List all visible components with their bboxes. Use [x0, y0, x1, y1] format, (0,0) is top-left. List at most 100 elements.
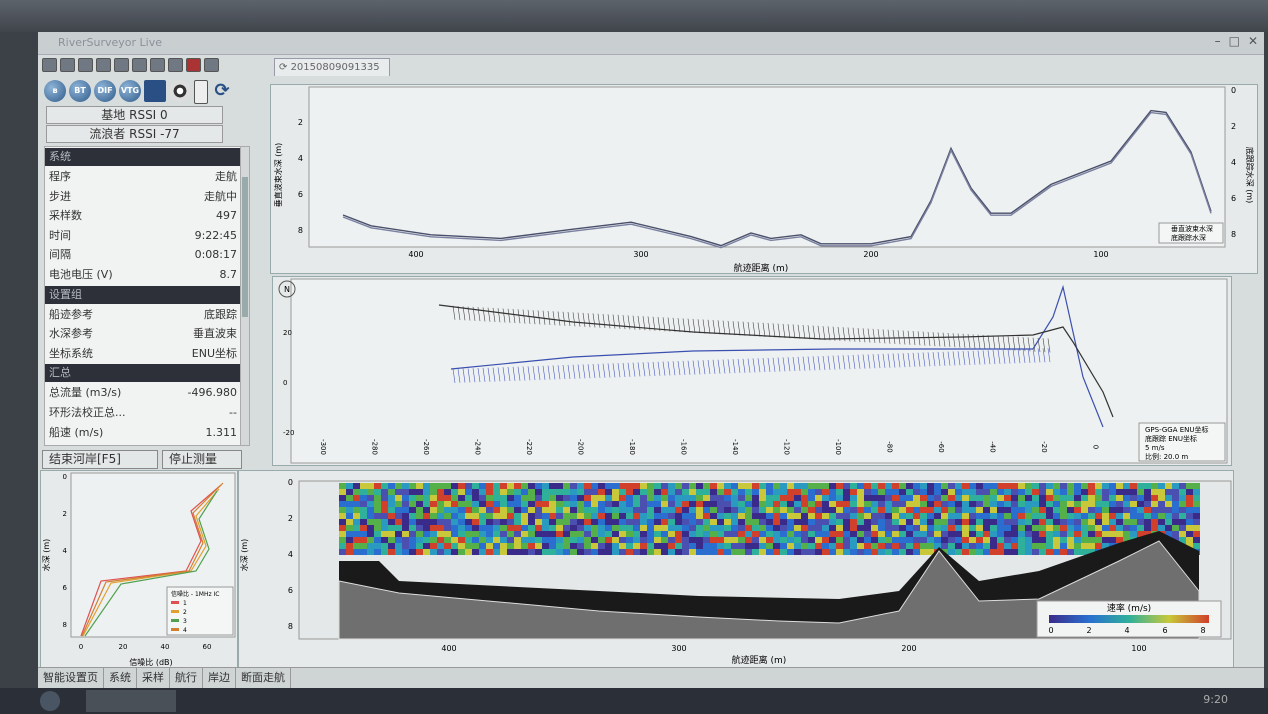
velocity-cell [444, 543, 451, 549]
velocity-vector [812, 325, 816, 340]
dif-icon[interactable]: DIF [94, 80, 116, 102]
start-button-icon[interactable] [40, 691, 60, 711]
velocity-cell [500, 507, 507, 513]
velocity-cell [703, 549, 710, 555]
velocity-vector [992, 349, 996, 365]
edit-icon[interactable] [168, 58, 183, 72]
velocity-chart[interactable]: 400 300 200 100 0 2 4 6 8 航迹距离 (m) 水深 (m) 速率 (m/… [238, 470, 1234, 672]
end-shore-button[interactable]: 结束河岸[F5] [42, 450, 158, 469]
row-label: 总流量 (m3/s) [49, 386, 122, 400]
tools-icon[interactable] [78, 58, 93, 72]
velocity-cell [710, 501, 717, 507]
velocity-cell [556, 501, 563, 507]
velocity-cell [969, 525, 976, 531]
status-tab[interactable]: 智能设置页 [38, 668, 104, 688]
velocity-cell [997, 495, 1004, 501]
velocity-cell [941, 543, 948, 549]
velocity-cell [906, 531, 913, 537]
velocity-cell [486, 489, 493, 495]
help-icon[interactable] [204, 58, 219, 72]
bluetooth-icon[interactable]: ʙ [44, 80, 66, 102]
velocity-cell [1025, 531, 1032, 537]
velocity-cell [927, 549, 934, 555]
blue-square-icon[interactable] [144, 80, 166, 102]
refresh-icon[interactable]: ⟳ [214, 80, 230, 101]
velocity-cell [458, 513, 465, 519]
velocity-cell [668, 513, 675, 519]
velocity-cell [654, 489, 661, 495]
velocity-cell [1025, 501, 1032, 507]
panel-scrollbar[interactable] [240, 146, 250, 446]
save-icon[interactable] [60, 58, 75, 72]
close-icon[interactable]: ✕ [1247, 34, 1258, 48]
velocity-cell [892, 519, 899, 525]
velocity-vector [912, 352, 916, 367]
velocity-cell [829, 549, 836, 555]
velocity-cell [1130, 489, 1137, 495]
velocity-cell [591, 483, 598, 489]
minimize-icon[interactable]: – [1214, 34, 1221, 48]
section-system[interactable]: 系统 [45, 148, 241, 166]
taskbar-app-icon[interactable] [86, 690, 176, 712]
stop-measure-button[interactable]: 停止测量[F8 [162, 450, 242, 483]
velocity-cell [395, 489, 402, 495]
color-icon[interactable] [186, 58, 201, 72]
velocity-cell [640, 549, 647, 555]
status-tab[interactable]: 岸边 [203, 668, 236, 688]
velocity-cell [479, 543, 486, 549]
velocity-cell [465, 489, 472, 495]
status-tab[interactable]: 断面走航 [236, 668, 291, 688]
velocity-vector [597, 363, 601, 378]
velocity-cell [717, 549, 724, 555]
velocity-cell [1193, 507, 1200, 513]
velocity-cell [633, 549, 640, 555]
velocity-cell [969, 549, 976, 555]
velocity-cell [458, 501, 465, 507]
compass-icon[interactable] [150, 58, 165, 72]
tab-session[interactable]: ⟳ 20150809091335 [274, 58, 390, 76]
bt-icon[interactable]: BT [69, 80, 91, 102]
scroll-thumb[interactable] [242, 177, 248, 317]
status-tab[interactable]: 采样 [137, 668, 170, 688]
velocity-cell [1151, 495, 1158, 501]
velocity-cell [521, 531, 528, 537]
reel-icon[interactable] [169, 80, 191, 102]
section-settings[interactable]: 设置组 [45, 285, 241, 304]
velocity-xtick: 300 [671, 644, 686, 653]
status-tab[interactable]: 系统 [104, 668, 137, 688]
velocity-cell [745, 549, 752, 555]
velocity-cell [857, 513, 864, 519]
velocity-vector [482, 367, 486, 382]
maximize-icon[interactable]: □ [1228, 34, 1240, 48]
track-chart[interactable]: N -300 -280 -260 -240 -220 -200 -180 -160 -140 -1… [272, 276, 1232, 466]
velocity-cell [1144, 519, 1151, 525]
velocity-vector [512, 366, 516, 381]
velocity-vector [927, 331, 931, 346]
status-tab[interactable]: 航行 [170, 668, 203, 688]
velocity-cell [346, 489, 353, 495]
velocity-cell [458, 519, 465, 525]
velocity-cell [752, 507, 759, 513]
velocity-cell [878, 513, 885, 519]
section-summary[interactable]: 汇总 [45, 364, 241, 383]
velocity-vector [1017, 349, 1021, 364]
velocity-cell [388, 543, 395, 549]
velocity-cell [563, 549, 570, 555]
velocity-cell [416, 537, 423, 543]
depth-chart[interactable]: 400 300 200 100 2 4 6 8 0 2 4 6 8 航迹距离 (m) 垂直波束水深 (m… [270, 84, 1258, 274]
vtg-icon[interactable]: VTG [119, 80, 141, 102]
velocity-cell [1039, 489, 1046, 495]
velocity-vector [667, 317, 671, 332]
record-icon[interactable] [114, 58, 129, 72]
settings-icon[interactable] [96, 58, 111, 72]
velocity-vector [1002, 349, 1006, 364]
velocity-cell [577, 513, 584, 519]
velocity-vector [557, 365, 561, 380]
velocity-cell [1025, 525, 1032, 531]
pin-icon[interactable] [132, 58, 147, 72]
velocity-cell [955, 483, 962, 489]
velocity-cell [661, 531, 668, 537]
open-icon[interactable] [42, 58, 57, 72]
